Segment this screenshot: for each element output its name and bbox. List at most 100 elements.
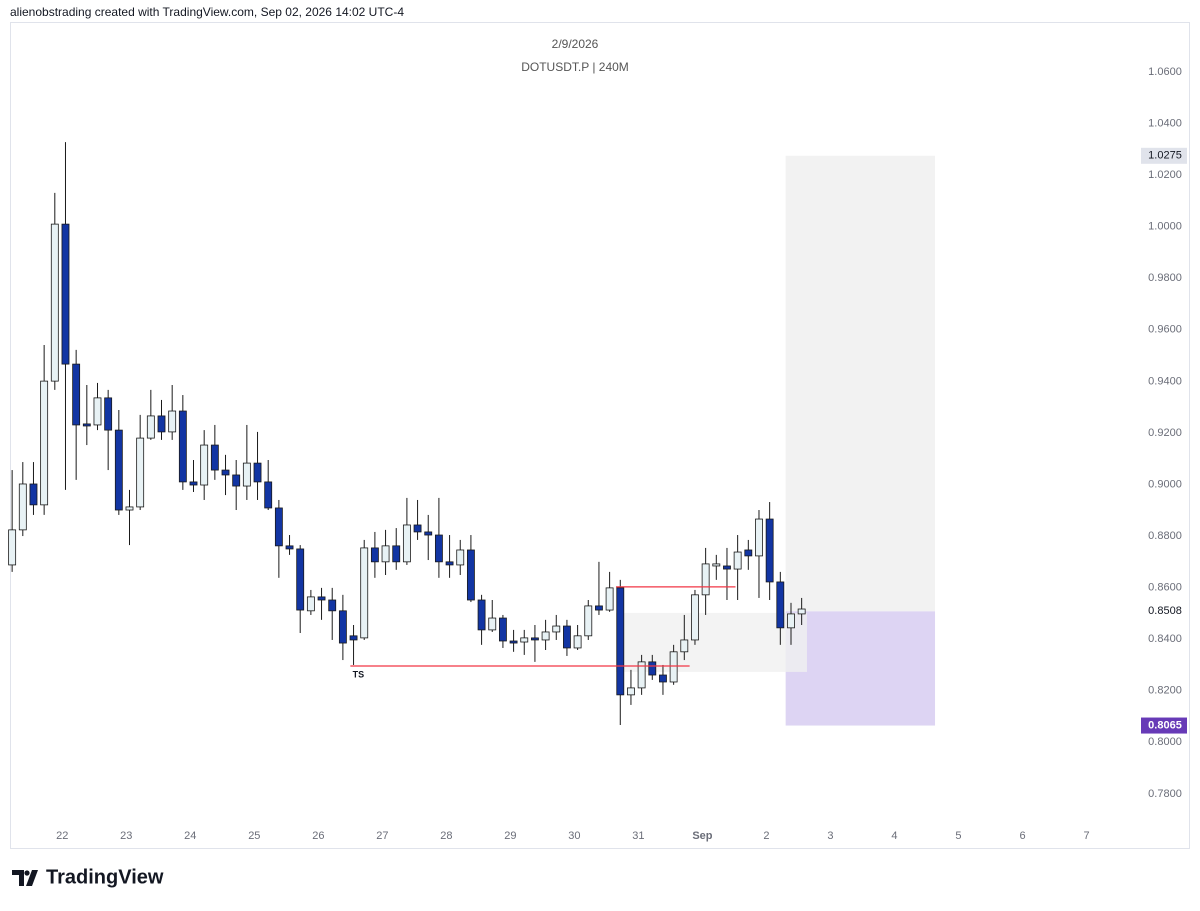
candle-body [413, 524, 422, 533]
candle-body [370, 547, 379, 563]
stop-zone [785, 611, 936, 726]
candle-body [189, 481, 198, 486]
candle-body [296, 548, 305, 611]
candle-body [627, 687, 635, 696]
candle-body [381, 545, 390, 563]
candle-body [285, 545, 294, 550]
candle-body [595, 605, 603, 611]
brand-logo [12, 870, 38, 886]
candle-body [733, 551, 742, 570]
gap-zone [616, 612, 807, 672]
candle-body [29, 483, 38, 506]
y-tick-label: 0.9000 [1148, 478, 1182, 490]
candle-body [178, 410, 187, 483]
candle-body [701, 563, 710, 596]
candle-body [328, 599, 337, 612]
candle-body [584, 605, 593, 637]
candle-body [434, 534, 443, 563]
candle-body [605, 587, 614, 611]
x-tick-label: 30 [568, 830, 580, 842]
x-tick-label: 22 [56, 830, 68, 842]
chart-frame [10, 22, 1190, 849]
y-tick-label: 0.9200 [1148, 427, 1182, 439]
candle-body [232, 474, 241, 487]
candle-body [18, 483, 27, 531]
candle-body [93, 397, 102, 426]
candle-body [712, 563, 721, 567]
y-tick-label: 0.8800 [1148, 530, 1182, 542]
stop-price-box [1141, 717, 1187, 734]
candle-body [552, 625, 561, 633]
candle-body [274, 507, 283, 547]
candle-body [360, 547, 369, 639]
candle-body [50, 223, 59, 382]
candle-body [349, 635, 358, 641]
candle-body [531, 637, 539, 641]
brand-name: TradingView [46, 866, 164, 888]
candle-body [691, 594, 699, 641]
candle-body [456, 549, 465, 566]
candle-body [157, 415, 166, 433]
y-tick-label: 1.0200 [1148, 169, 1182, 181]
y-tick-label: 1.0000 [1148, 221, 1182, 233]
y-tick-label: 0.7800 [1148, 788, 1182, 800]
target-price-label: 1.0275 [1148, 150, 1182, 162]
x-tick-label: 5 [955, 830, 961, 842]
candle-body [114, 429, 123, 511]
target-zone [785, 155, 936, 612]
candle-body [573, 635, 582, 649]
candle-body [200, 444, 209, 486]
candle-body [242, 462, 251, 487]
level-label: TS [353, 669, 365, 679]
y-tick-label: 0.9800 [1148, 272, 1182, 284]
candle-body [445, 561, 454, 566]
candle-body [253, 462, 262, 483]
y-tick-label: 1.0400 [1148, 117, 1182, 129]
candle-body [424, 531, 433, 536]
candle-body [40, 380, 49, 506]
y-tick-label: 1.0600 [1148, 66, 1182, 78]
candle-body [402, 524, 411, 563]
candle-body [520, 637, 529, 643]
candle-body [498, 617, 507, 642]
candle-body [466, 549, 475, 601]
candle-body [136, 437, 145, 508]
candle-body [146, 415, 155, 439]
candle-body [104, 397, 113, 431]
x-tick-label: 3 [827, 830, 833, 842]
candle-body [8, 529, 17, 566]
candle-body [168, 410, 177, 433]
candle-body [563, 625, 571, 649]
candle-body [541, 631, 550, 641]
y-tick-label: 0.9600 [1148, 324, 1182, 336]
candle-body [616, 587, 625, 696]
candle-body [392, 545, 401, 563]
candle-body [210, 444, 219, 471]
candle-body [787, 613, 795, 629]
candle-body [338, 610, 347, 644]
x-tick-label: 24 [184, 830, 196, 842]
stop-price-label: 0.8065 [1148, 719, 1182, 731]
x-tick-label: 29 [504, 830, 516, 842]
candle-body [755, 518, 763, 557]
x-tick-label: 23 [120, 830, 132, 842]
x-tick-label: 6 [1019, 830, 1025, 842]
candle-body [317, 596, 326, 601]
candle-body [659, 674, 667, 683]
candle-body [306, 596, 315, 612]
x-tick-label: 2 [763, 830, 769, 842]
x-tick-label: 25 [248, 830, 260, 842]
candle-body [723, 565, 731, 570]
x-tick-label: 28 [440, 830, 452, 842]
chart-subtitle: DOTUSDT.P | 240M [521, 60, 629, 74]
candle-body [680, 639, 689, 653]
candle-body [488, 617, 497, 631]
x-tick-label: Sep [692, 830, 712, 842]
header-credit: alienobstrading created with TradingView… [10, 5, 404, 19]
y-tick-label: 0.8200 [1148, 685, 1182, 697]
y-tick-label: 0.8400 [1148, 633, 1182, 645]
x-tick-label: 27 [376, 830, 388, 842]
candle-body [797, 608, 806, 615]
